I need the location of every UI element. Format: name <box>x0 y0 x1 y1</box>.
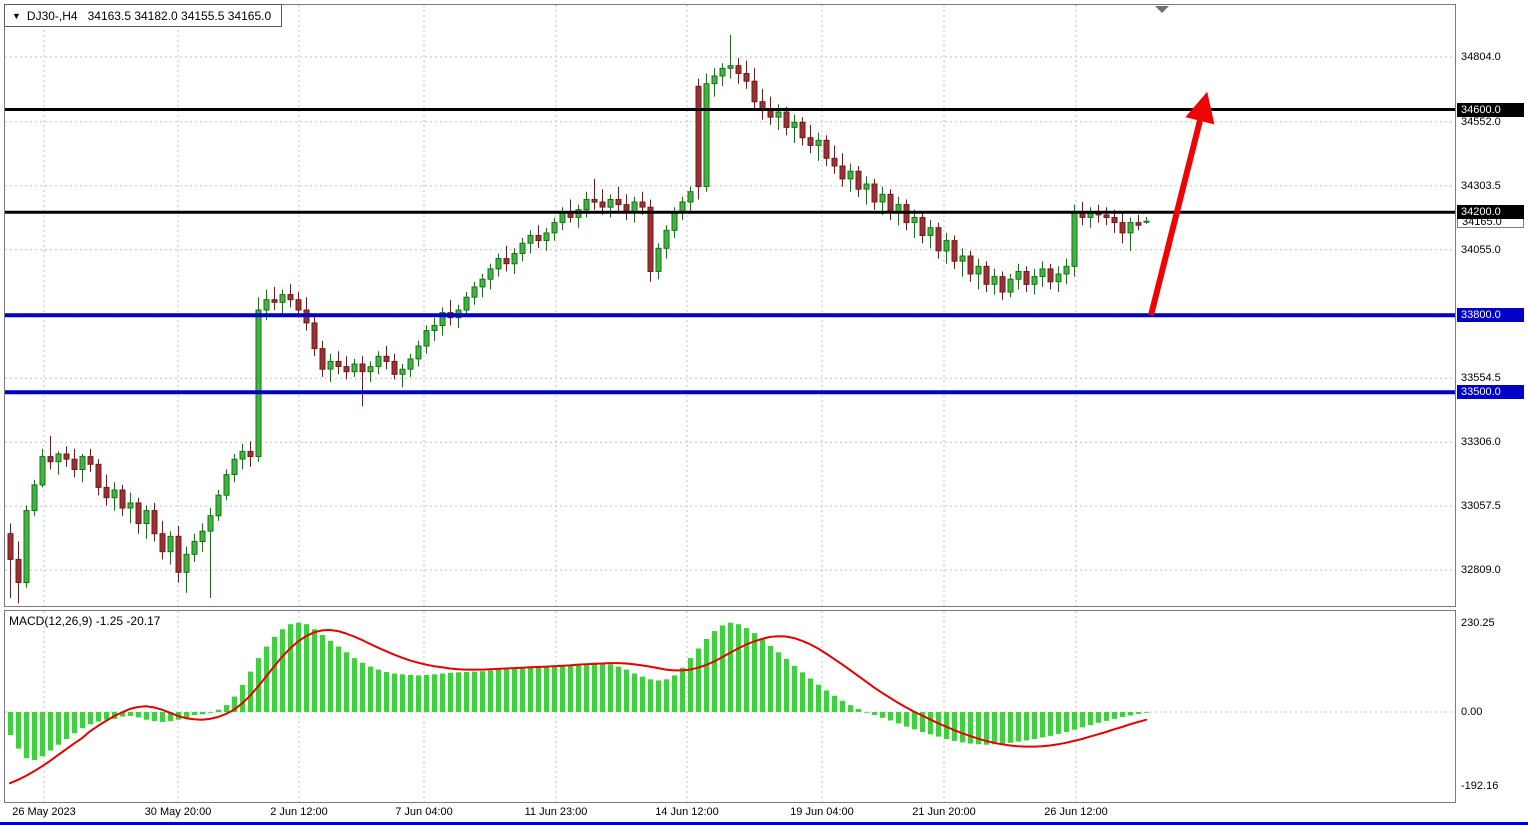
macd-name: MACD(12,26,9) <box>9 614 93 628</box>
trend-arrow[interactable] <box>1148 91 1215 316</box>
macd-signal-line <box>9 629 1147 785</box>
symbol-dropdown-icon[interactable]: ▼ <box>12 10 21 21</box>
ohlc-values: 34163.5 34182.0 34155.5 34165.0 <box>87 8 272 23</box>
symbol-period-label: DJ30-,H4 <box>26 8 78 23</box>
candlestick-series <box>7 34 1150 604</box>
macd-histogram <box>8 622 1149 761</box>
bottom-border-bar <box>0 822 1528 825</box>
symbol-info-box: ▼ DJ30-,H4 34163.5 34182.0 34155.5 34165… <box>4 4 283 27</box>
macd-indicator-label: MACD(12,26,9) -1.25 -20.17 <box>9 614 160 628</box>
chart-shift-marker-icon[interactable] <box>1155 6 1169 13</box>
panel-borders <box>4 4 1456 803</box>
macd-current-values: -1.25 -20.17 <box>95 614 161 628</box>
